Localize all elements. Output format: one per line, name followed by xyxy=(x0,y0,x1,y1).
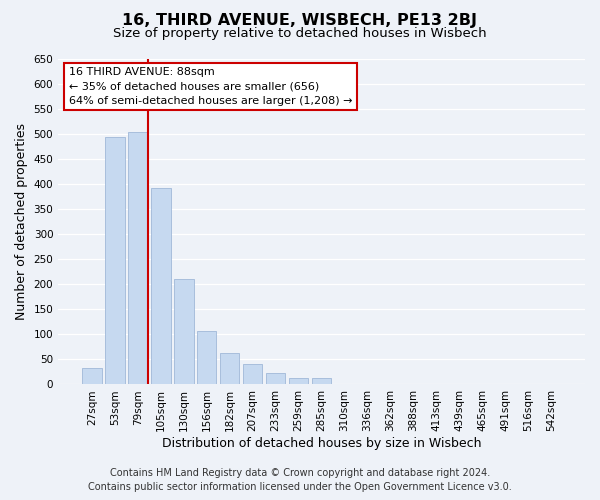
Bar xyxy=(174,280,194,384)
Bar xyxy=(151,188,170,384)
Text: Size of property relative to detached houses in Wisbech: Size of property relative to detached ho… xyxy=(113,28,487,40)
Bar xyxy=(266,374,286,384)
Bar xyxy=(82,368,101,384)
X-axis label: Distribution of detached houses by size in Wisbech: Distribution of detached houses by size … xyxy=(162,437,481,450)
Text: 16, THIRD AVENUE, WISBECH, PE13 2BJ: 16, THIRD AVENUE, WISBECH, PE13 2BJ xyxy=(122,12,478,28)
Bar xyxy=(197,331,217,384)
Bar xyxy=(289,378,308,384)
Bar xyxy=(128,132,148,384)
Y-axis label: Number of detached properties: Number of detached properties xyxy=(15,123,28,320)
Text: Contains HM Land Registry data © Crown copyright and database right 2024.
Contai: Contains HM Land Registry data © Crown c… xyxy=(88,468,512,492)
Bar xyxy=(220,354,239,384)
Bar xyxy=(243,364,262,384)
Bar xyxy=(312,378,331,384)
Bar xyxy=(105,136,125,384)
Text: 16 THIRD AVENUE: 88sqm
← 35% of detached houses are smaller (656)
64% of semi-de: 16 THIRD AVENUE: 88sqm ← 35% of detached… xyxy=(69,67,352,106)
